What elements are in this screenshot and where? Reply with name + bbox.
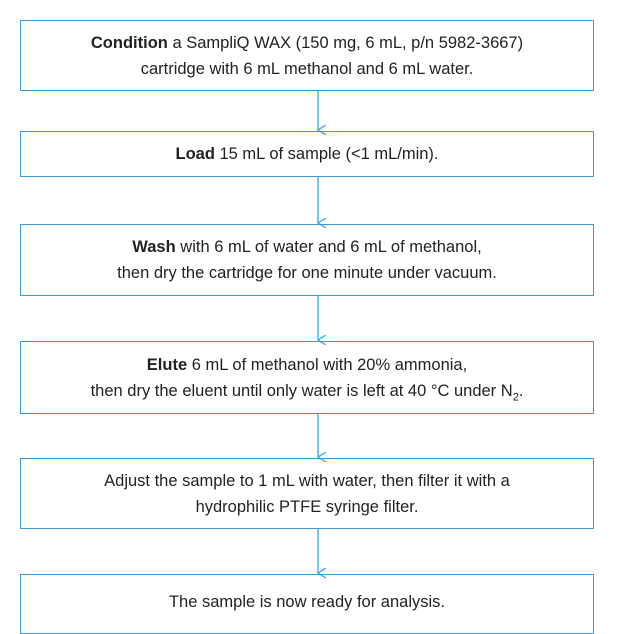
- step-text: with 6 mL of water and 6 mL of methanol,: [180, 238, 482, 256]
- step-text: a SampliQ WAX (150 mg, 6 mL, p/n 5982-36…: [172, 33, 524, 52]
- step-keyword: Elute: [146, 355, 188, 374]
- step-text: 15 mL of sample (<1 mL/min).: [219, 145, 439, 163]
- step-line: Elute 6 mL of methanol with 20% ammonia,: [147, 352, 467, 378]
- step-box: Load 15 mL of sample (<1 mL/min).: [20, 131, 594, 177]
- step-keyword: Load: [175, 145, 215, 163]
- step-box: Adjust the sample to 1 mL with water, th…: [20, 458, 594, 529]
- step-line: hydrophilic PTFE syringe filter.: [195, 497, 419, 516]
- step-line: Condition a SampliQ WAX (150 mg, 6 mL, p…: [91, 30, 523, 56]
- step-box: The sample is now ready for analysis.: [20, 574, 594, 634]
- step-text: then dry the eluent until only water is …: [90, 381, 513, 400]
- step-line: then dry the cartridge for one minute un…: [117, 264, 497, 282]
- subscript: 2: [512, 390, 519, 403]
- step-keyword: Wash: [132, 238, 176, 256]
- step-line: Wash with 6 mL of water and 6 mL of meth…: [132, 234, 481, 260]
- step-text: .: [518, 381, 524, 400]
- step-line: cartridge with 6 mL methanol and 6 mL wa…: [140, 59, 474, 78]
- step-line: Load 15 mL of sample (<1 mL/min).: [175, 141, 438, 167]
- step-line: then dry the eluent until only water is …: [91, 378, 524, 404]
- step-text: 6 mL of methanol with 20% ammonia,: [191, 355, 468, 374]
- step-box: Wash with 6 mL of water and 6 mL of meth…: [20, 224, 594, 296]
- step-keyword: Condition: [90, 33, 168, 52]
- step-line: Adjust the sample to 1 mL with water, th…: [104, 471, 510, 490]
- step-line: The sample is now ready for analysis.: [168, 593, 446, 611]
- step-box: Condition a SampliQ WAX (150 mg, 6 mL, p…: [20, 20, 594, 91]
- step-box: Elute 6 mL of methanol with 20% ammonia,…: [20, 341, 594, 414]
